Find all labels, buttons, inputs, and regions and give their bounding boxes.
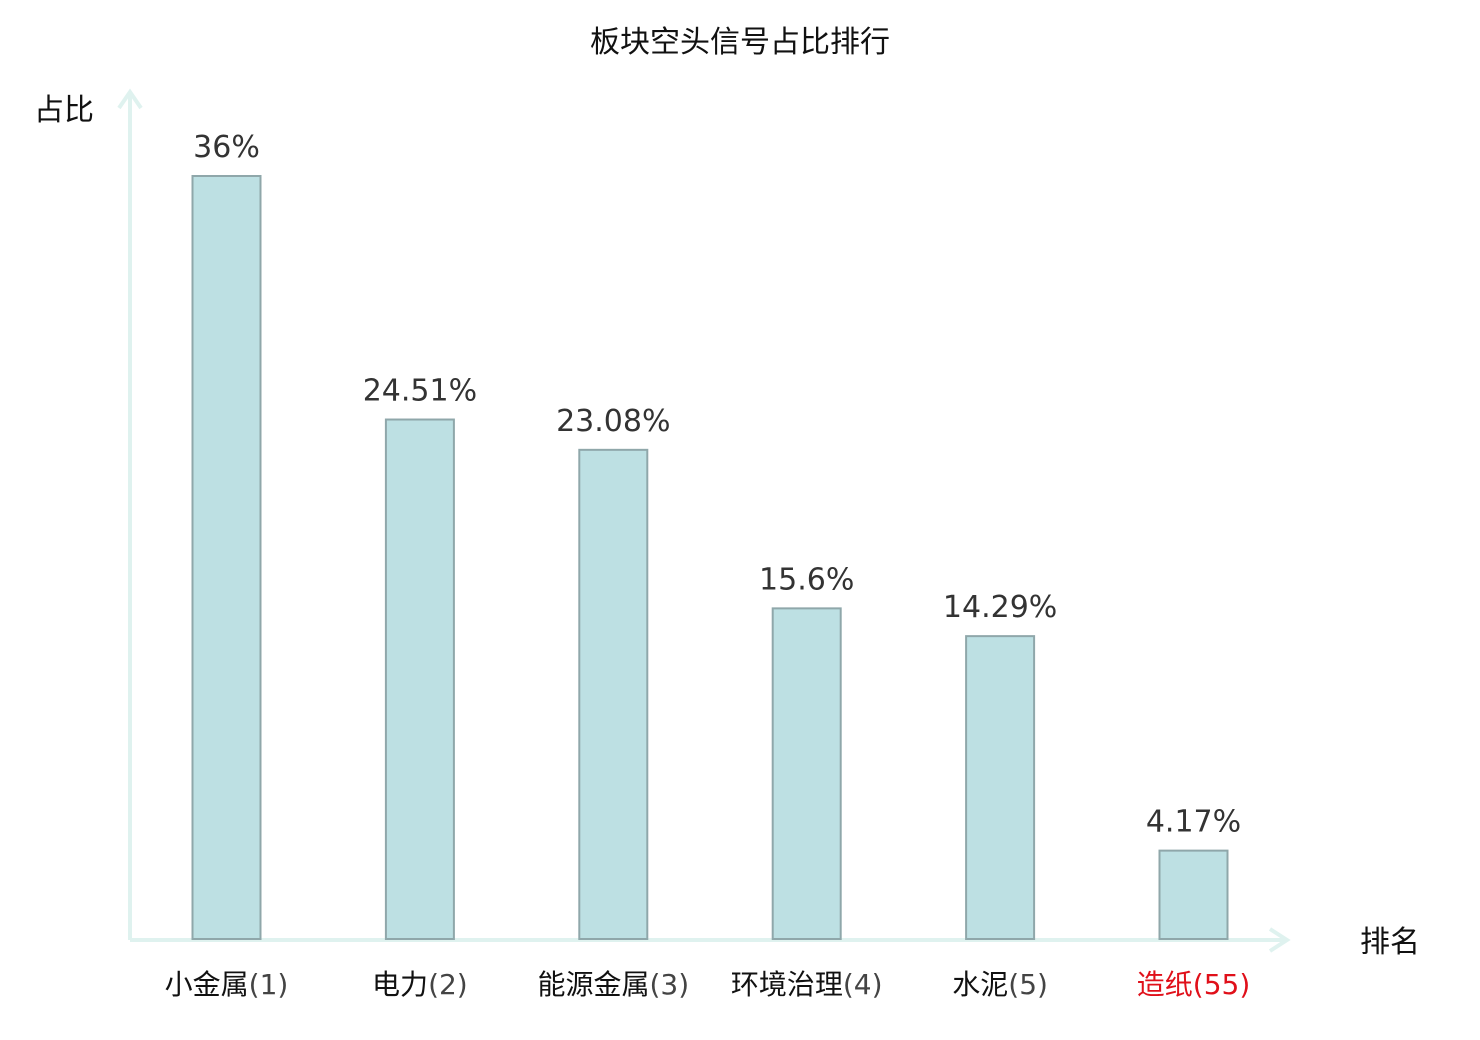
category-name: 造纸	[1137, 968, 1193, 1001]
value-label: 24.51%	[363, 374, 477, 409]
category-label: 小金属(1)	[165, 968, 289, 1001]
x-axis-arrow-icon	[1268, 927, 1291, 953]
bar	[578, 448, 649, 940]
x-axis-title: 排名	[1360, 925, 1420, 960]
category-label: 电力(2)	[372, 968, 468, 1001]
bars-group	[191, 175, 1229, 941]
category-name: 环境治理	[731, 968, 843, 1001]
value-label: 23.08%	[556, 404, 670, 439]
category-rank: (2)	[428, 968, 468, 1001]
category-label: 环境治理(4)	[731, 968, 883, 1001]
category-name: 电力	[372, 968, 428, 1001]
category-name: 能源金属	[537, 968, 649, 1001]
bar	[191, 175, 262, 940]
category-rank: (4)	[843, 968, 883, 1001]
y-axis	[117, 88, 143, 940]
category-name: 水泥	[952, 968, 1008, 1001]
value-label: 15.6%	[759, 562, 854, 597]
category-label: 造纸(55)	[1137, 968, 1251, 1001]
category-rank: (3)	[649, 968, 689, 1001]
chart-title: 板块空头信号占比排行	[590, 25, 890, 60]
bar	[1158, 849, 1229, 940]
y-axis-title: 占比	[34, 93, 94, 128]
value-labels-group: 36% 24.51% 23.08% 15.6% 14.29% 4.17%	[193, 130, 1241, 840]
category-name: 小金属	[165, 968, 249, 1001]
category-rank: (1)	[249, 968, 289, 1001]
bar	[965, 635, 1036, 941]
value-label: 14.29%	[943, 590, 1057, 625]
bar	[384, 418, 455, 940]
bar	[771, 607, 842, 940]
value-label: 4.17%	[1146, 805, 1241, 840]
y-axis-arrow-icon	[117, 88, 143, 110]
category-label: 水泥(5)	[952, 968, 1048, 1001]
category-rank: (5)	[1008, 968, 1048, 1001]
value-label: 36%	[193, 130, 260, 165]
category-rank: (55)	[1193, 968, 1250, 1001]
category-labels-group: 小金属(1) 电力(2) 能源金属(3) 环境治理(4) 水泥(5) 造纸(55)	[165, 968, 1251, 1001]
x-axis	[130, 927, 1291, 953]
category-label: 能源金属(3)	[537, 968, 689, 1001]
